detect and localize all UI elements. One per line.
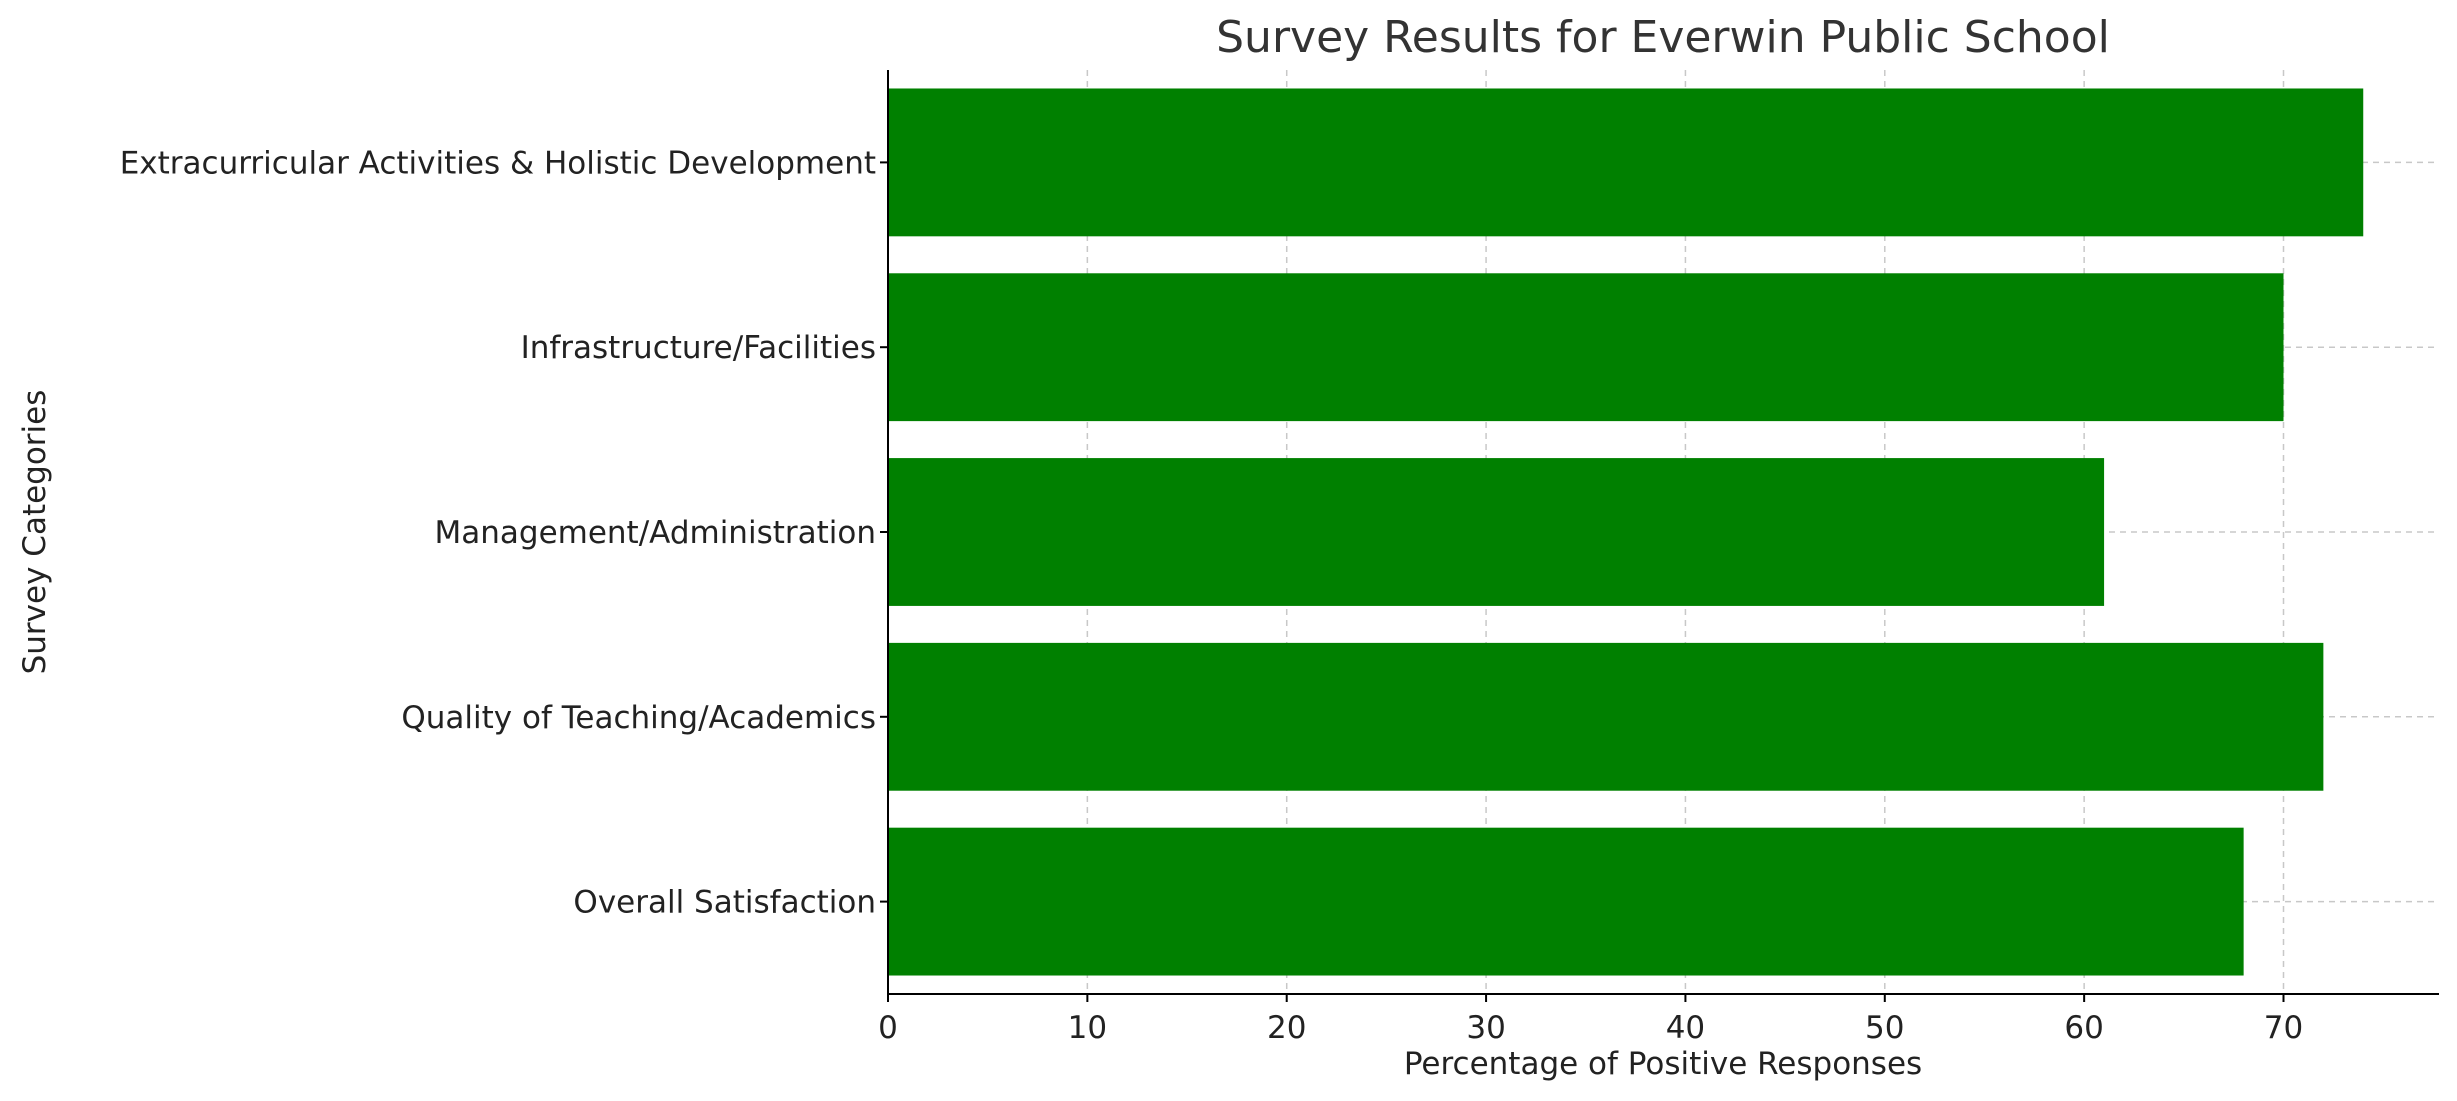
x-tick-label: 60 <box>2064 1010 2103 1046</box>
bar-2 <box>888 458 2105 606</box>
bar-0 <box>888 827 2244 976</box>
x-tick-label: 50 <box>1865 1010 1904 1046</box>
bar-1 <box>888 642 2324 791</box>
x-tick-label: 40 <box>1666 1010 1705 1046</box>
x-axis-label: Percentage of Positive Responses <box>1404 1046 1922 1082</box>
y-tick-label: Quality of Teaching/Academics <box>401 700 876 736</box>
x-tick-label: 30 <box>1466 1010 1505 1046</box>
y-tick-label: Overall Satisfaction <box>573 885 876 921</box>
bar-4 <box>888 88 2364 237</box>
y-axis-label: Survey Categories <box>17 390 53 675</box>
y-tick-label: Management/Administration <box>435 515 877 551</box>
x-tick-label: 10 <box>1068 1010 1107 1046</box>
x-tick-label: 20 <box>1267 1010 1306 1046</box>
chart-title: Survey Results for Everwin Public School <box>1216 12 2110 63</box>
y-tick-label: Infrastructure/Facilities <box>521 330 876 366</box>
y-tick-label: Extracurricular Activities & Holistic De… <box>120 145 876 181</box>
x-tick-label: 70 <box>2264 1010 2303 1046</box>
bar-layer <box>888 88 2364 976</box>
tick-layer: 0 10 20 30 40 50 60 70 Overall Satisfaction Quali… <box>120 145 2304 1046</box>
x-tick-label: 0 <box>878 1010 898 1046</box>
bar-3 <box>888 273 2284 422</box>
